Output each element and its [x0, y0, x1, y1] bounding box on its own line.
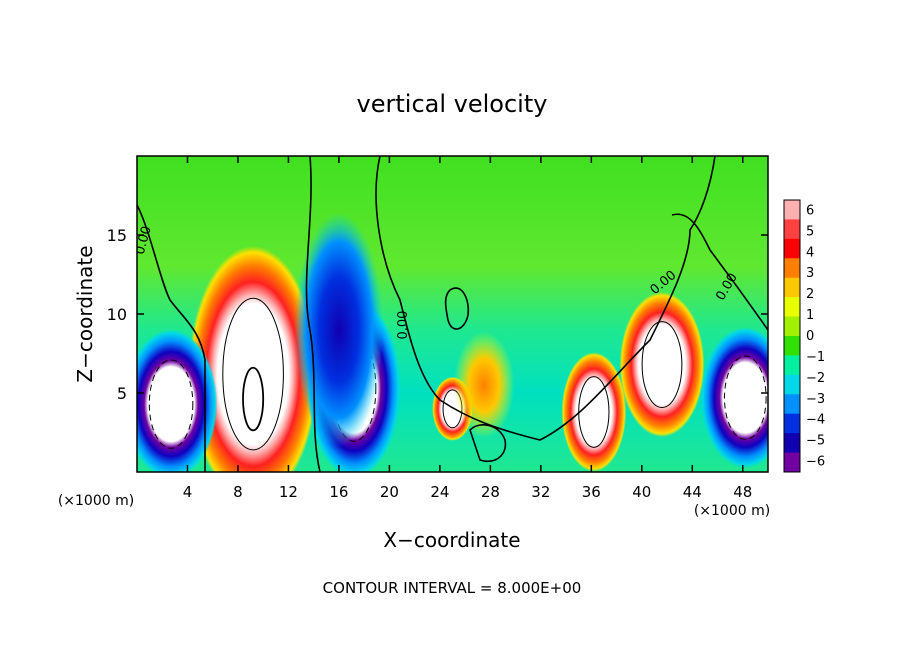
- velocity-cells: [137, 212, 768, 472]
- cell-contour-updraft-x9: [222, 297, 284, 451]
- colorbar-label-2: 4: [806, 245, 814, 260]
- x-tick-label-12: 12: [279, 483, 298, 501]
- colorbar-swatch-8: [784, 355, 800, 376]
- colorbar-swatch-9: [784, 374, 800, 395]
- x-axis-ticks: 4 8 12 16 20 24 28 32 36 40 44 48: [183, 156, 752, 501]
- colorbar-swatch-2: [784, 238, 800, 259]
- x-tick-label-8: 8: [233, 483, 243, 501]
- cell-inner-contour-updraft-x9: [242, 366, 265, 432]
- x-tick-label-44: 44: [683, 483, 702, 501]
- zero-contour-lower: [469, 424, 507, 462]
- x-unit-left: (×1000 m): [58, 493, 134, 509]
- colorbar-swatch-10: [784, 394, 800, 415]
- zero-contour-right: [671, 213, 768, 331]
- y-axis-ticks: 5 10 15: [107, 226, 768, 403]
- x-tick-label-24: 24: [430, 483, 449, 501]
- colorbar-label-10: −4: [806, 413, 825, 428]
- cell-updraft-x41: [619, 292, 705, 438]
- y-axis-label: Z−coordinate: [73, 245, 97, 382]
- colorbar-label-8: −2: [806, 371, 825, 386]
- colorbar-label-5: 1: [806, 308, 814, 323]
- cell-updraft-x16-upper: [294, 212, 384, 448]
- cell-contour-updraft-x48: [723, 355, 767, 440]
- chart-title: vertical velocity: [357, 90, 548, 118]
- cell-updraft-x26-low: [453, 331, 515, 439]
- x-tick-label-16: 16: [329, 483, 348, 501]
- colorbar-swatch-12: [784, 433, 800, 454]
- colorbar-swatch-7: [784, 336, 800, 356]
- contour-label-1: 0.00: [396, 311, 411, 340]
- colorbar-swatch-4: [784, 277, 800, 298]
- y-tick-label-15: 15: [107, 226, 127, 245]
- colorbar-label-9: −3: [806, 392, 825, 407]
- contour-lines: [137, 156, 768, 472]
- colorbar-label-0: 6: [806, 203, 814, 218]
- colorbar-label-7: −1: [806, 350, 825, 365]
- colorbar-label-1: 5: [806, 224, 814, 239]
- colorbar-label-3: 3: [806, 266, 814, 281]
- colorbar: 6 5 4 3 2 1 0 −1 −2 −3 −4 −5 −6: [783, 199, 825, 473]
- x-tick-label-4: 4: [183, 483, 193, 501]
- x-tick-label-32: 32: [531, 483, 550, 501]
- zero-contour-island: [444, 287, 470, 330]
- x-tick-label-48: 48: [733, 483, 752, 501]
- x-unit-right: (×1000 m): [694, 503, 770, 519]
- plot-area: 0.000.000.00 0.00: [137, 156, 768, 472]
- colorbar-swatch-13: [784, 452, 800, 473]
- colorbar-swatch-11: [784, 413, 800, 434]
- y-tick-label-10: 10: [107, 305, 127, 324]
- cell-contour-updraft-x3: [148, 359, 194, 449]
- colorbar-swatch-3: [784, 258, 800, 279]
- colorbar-swatch-6: [784, 316, 800, 337]
- zero-contour-mid: [305, 156, 321, 472]
- cell-contour-updraft-x41: [641, 321, 683, 409]
- x-tick-label-20: 20: [380, 483, 399, 501]
- colorbar-swatch-5: [784, 297, 800, 318]
- cell-updraft-x3: [137, 329, 218, 472]
- colorbar-label-11: −5: [806, 434, 825, 449]
- cell-updraft-x36: [561, 352, 627, 472]
- colorbar-frame: [783, 199, 801, 473]
- colorbar-label-6: 0: [806, 329, 814, 344]
- colorbar-swatch-1: [784, 219, 800, 240]
- zero-contour-upper: [375, 156, 716, 441]
- x-axis-label: X−coordinate: [383, 528, 520, 552]
- x-tick-label-40: 40: [632, 483, 651, 501]
- cell-updraft-x48: [700, 327, 768, 469]
- y-tick-label-5: 5: [117, 384, 127, 403]
- cell-updraft-x9: [188, 246, 318, 472]
- x-tick-label-28: 28: [481, 483, 500, 501]
- colorbar-label-4: 2: [806, 287, 814, 302]
- colorbar-swatch-0: [784, 200, 800, 220]
- zero-contour-left: [137, 204, 206, 472]
- contour-interval-note: CONTOUR INTERVAL = 8.000E+00: [323, 579, 582, 597]
- colorbar-label-12: −6: [806, 455, 825, 470]
- x-tick-label-36: 36: [582, 483, 601, 501]
